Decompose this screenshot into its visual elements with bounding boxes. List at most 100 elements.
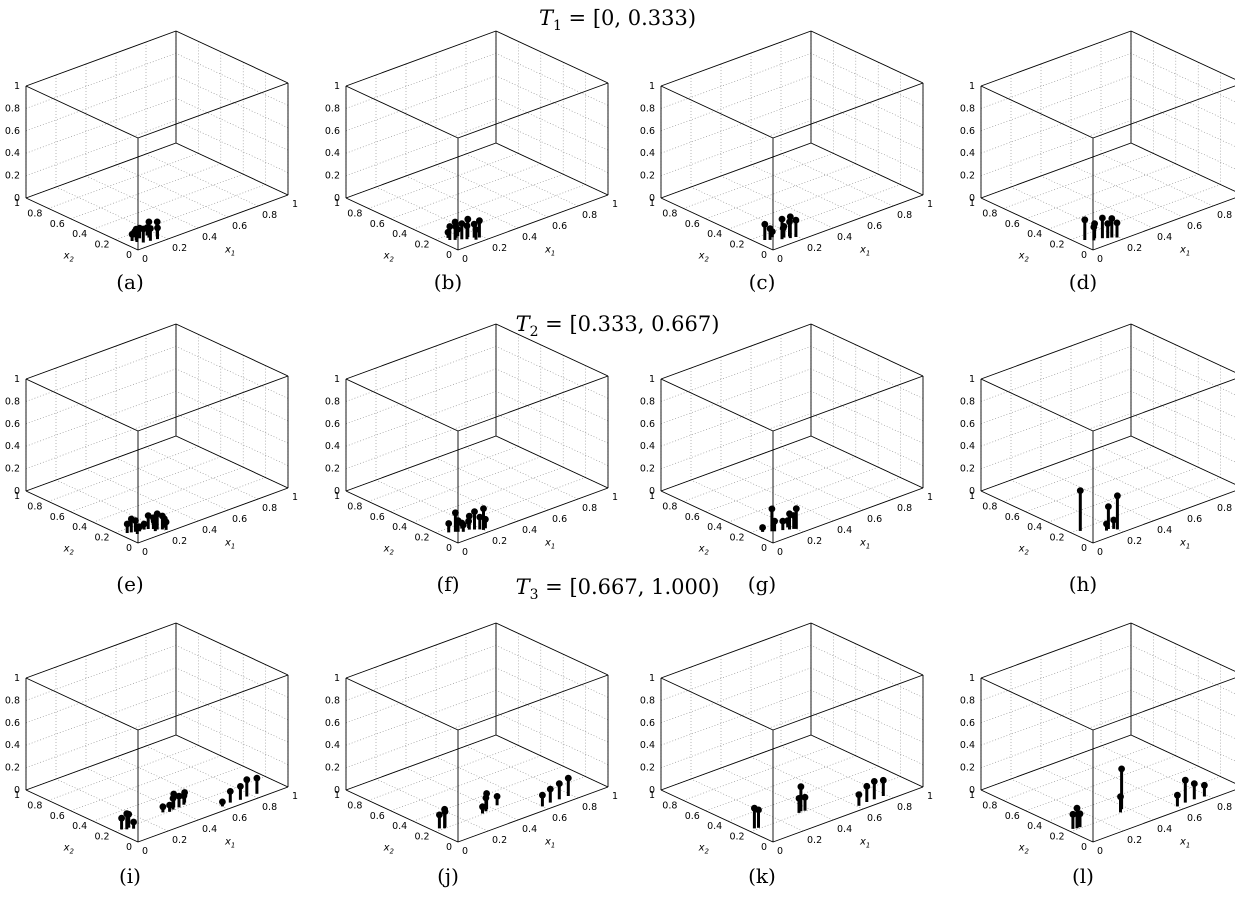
x1-axis-label: x1 bbox=[1179, 837, 1190, 850]
z-tick-label: 0 bbox=[334, 193, 340, 204]
data-point bbox=[154, 224, 161, 232]
box-edge bbox=[772, 674, 924, 731]
box-edge bbox=[980, 789, 1094, 843]
grid-line bbox=[980, 97, 1132, 154]
x2-tick-label: 1 bbox=[649, 198, 655, 209]
grid-line bbox=[660, 368, 812, 425]
x1-tick-label: 0.4 bbox=[522, 525, 537, 536]
x1-tick-label: 0.8 bbox=[582, 503, 597, 514]
box-edge bbox=[25, 435, 177, 492]
x2-tick-label: 0.2 bbox=[414, 240, 429, 251]
grid-line bbox=[683, 153, 834, 209]
plot-3d-axes: 00 00.20.2 0.20.40.4 0.40.60.6 0.60.80.8 0.81… bbox=[640, 323, 933, 558]
data-point bbox=[446, 223, 454, 230]
data-point bbox=[759, 524, 766, 531]
x2-axis-label: x2 bbox=[63, 544, 75, 557]
x2-tick-label: 0.8 bbox=[982, 501, 997, 512]
box-edge bbox=[660, 30, 812, 87]
box-edge bbox=[25, 142, 177, 199]
x2-tick-label: 0.8 bbox=[27, 208, 42, 219]
data-point bbox=[219, 798, 226, 806]
box-edge bbox=[980, 677, 1094, 731]
box-edge bbox=[175, 435, 289, 489]
grid-line bbox=[345, 75, 497, 132]
grid-line bbox=[93, 173, 244, 230]
grid-line bbox=[375, 479, 489, 533]
data-point bbox=[761, 220, 769, 228]
tick-labels: 00 00.20.2 0.20.40.4 0.40.60.6 0.60.80.8 0.81… bbox=[640, 374, 933, 558]
axes-box bbox=[345, 622, 609, 843]
tick-labels: 00 00.20.2 0.20.40.4 0.40.60.6 0.60.80.8 0.81… bbox=[5, 673, 298, 857]
data-point bbox=[472, 226, 480, 234]
grid-line bbox=[660, 712, 812, 768]
x2-tick-label: 0.8 bbox=[662, 800, 677, 811]
z-tick-label: 0.6 bbox=[960, 126, 975, 137]
grid-line bbox=[660, 689, 812, 746]
grid-line bbox=[980, 689, 1132, 746]
x1-tick-label: 0.2 bbox=[1127, 536, 1142, 547]
tick-labels: 00 00.20.2 0.20.40.4 0.40.60.6 0.60.80.8 0.81… bbox=[640, 81, 933, 265]
x2-tick-label: 0.6 bbox=[50, 512, 65, 523]
data-stems bbox=[118, 774, 261, 830]
grid-line bbox=[980, 413, 1132, 469]
box-edge bbox=[660, 323, 812, 380]
box-edge bbox=[345, 677, 459, 731]
z-tick-label: 0.4 bbox=[325, 441, 340, 452]
box-edge bbox=[457, 194, 609, 251]
grid-line bbox=[810, 645, 924, 698]
box-edge bbox=[345, 378, 459, 432]
grid-line bbox=[465, 153, 579, 207]
data-point bbox=[118, 814, 125, 822]
x1-tick-label: 0 bbox=[1097, 846, 1103, 857]
data-point bbox=[755, 806, 762, 814]
x2-tick-label: 0.4 bbox=[392, 229, 407, 240]
x1-tick-label: 0 bbox=[777, 547, 783, 558]
box-edge bbox=[980, 197, 1094, 251]
x1-tick-label: 0.8 bbox=[1217, 210, 1232, 221]
grid-line bbox=[145, 153, 259, 207]
data-point bbox=[564, 774, 572, 782]
x2-tick-label: 0.8 bbox=[662, 208, 677, 219]
plot-3d-axes: 00 00.20.2 0.20.40.4 0.40.60.6 0.60.80.8 0.81… bbox=[5, 323, 298, 558]
tick-labels: 00 00.20.2 0.20.40.4 0.40.60.6 0.60.80.8 0.81… bbox=[960, 673, 1232, 857]
box-edge bbox=[345, 622, 497, 679]
grid-line bbox=[660, 97, 812, 154]
x2-tick-label: 0.2 bbox=[414, 832, 429, 843]
x2-tick-label: 0.6 bbox=[50, 219, 65, 230]
x1-tick-label: 1 bbox=[927, 199, 933, 210]
x1-axis-label: x1 bbox=[544, 837, 555, 850]
z-tick-label: 1 bbox=[334, 374, 340, 385]
grid-line bbox=[25, 667, 177, 724]
grid-line bbox=[115, 164, 229, 218]
x2-tick-label: 1 bbox=[649, 491, 655, 502]
box-edge bbox=[137, 194, 289, 251]
data-point bbox=[162, 518, 170, 526]
grid-line bbox=[495, 390, 609, 444]
x1-axis-label: x1 bbox=[859, 538, 870, 551]
x2-tick-label: 1 bbox=[334, 198, 340, 209]
data-point bbox=[237, 783, 244, 790]
z-tick-label: 0.2 bbox=[960, 763, 975, 774]
grid-line bbox=[25, 75, 177, 132]
grid-line bbox=[70, 456, 221, 513]
grid-lines bbox=[345, 622, 609, 843]
data-point bbox=[1073, 804, 1081, 812]
box-edge bbox=[1130, 622, 1235, 672]
subplot-caption: (d) bbox=[1068, 270, 1098, 294]
data-point bbox=[463, 222, 471, 230]
grid-line bbox=[1025, 163, 1176, 220]
x1-axis-label: x1 bbox=[859, 837, 870, 850]
grid-line bbox=[48, 446, 199, 502]
subplot-caption: (b) bbox=[433, 270, 463, 294]
z-tick-label: 0.8 bbox=[5, 695, 20, 706]
box-edge bbox=[25, 30, 177, 87]
data-point bbox=[555, 780, 563, 787]
x2-tick-label: 0.2 bbox=[414, 533, 429, 544]
z-tick-label: 0.4 bbox=[325, 740, 340, 751]
data-stems bbox=[761, 213, 800, 240]
data-point bbox=[140, 520, 148, 528]
grid-line bbox=[435, 756, 549, 810]
axes-box bbox=[980, 622, 1235, 843]
x2-tick-label: 0.8 bbox=[982, 800, 997, 811]
x1-tick-label: 0.2 bbox=[807, 536, 822, 547]
